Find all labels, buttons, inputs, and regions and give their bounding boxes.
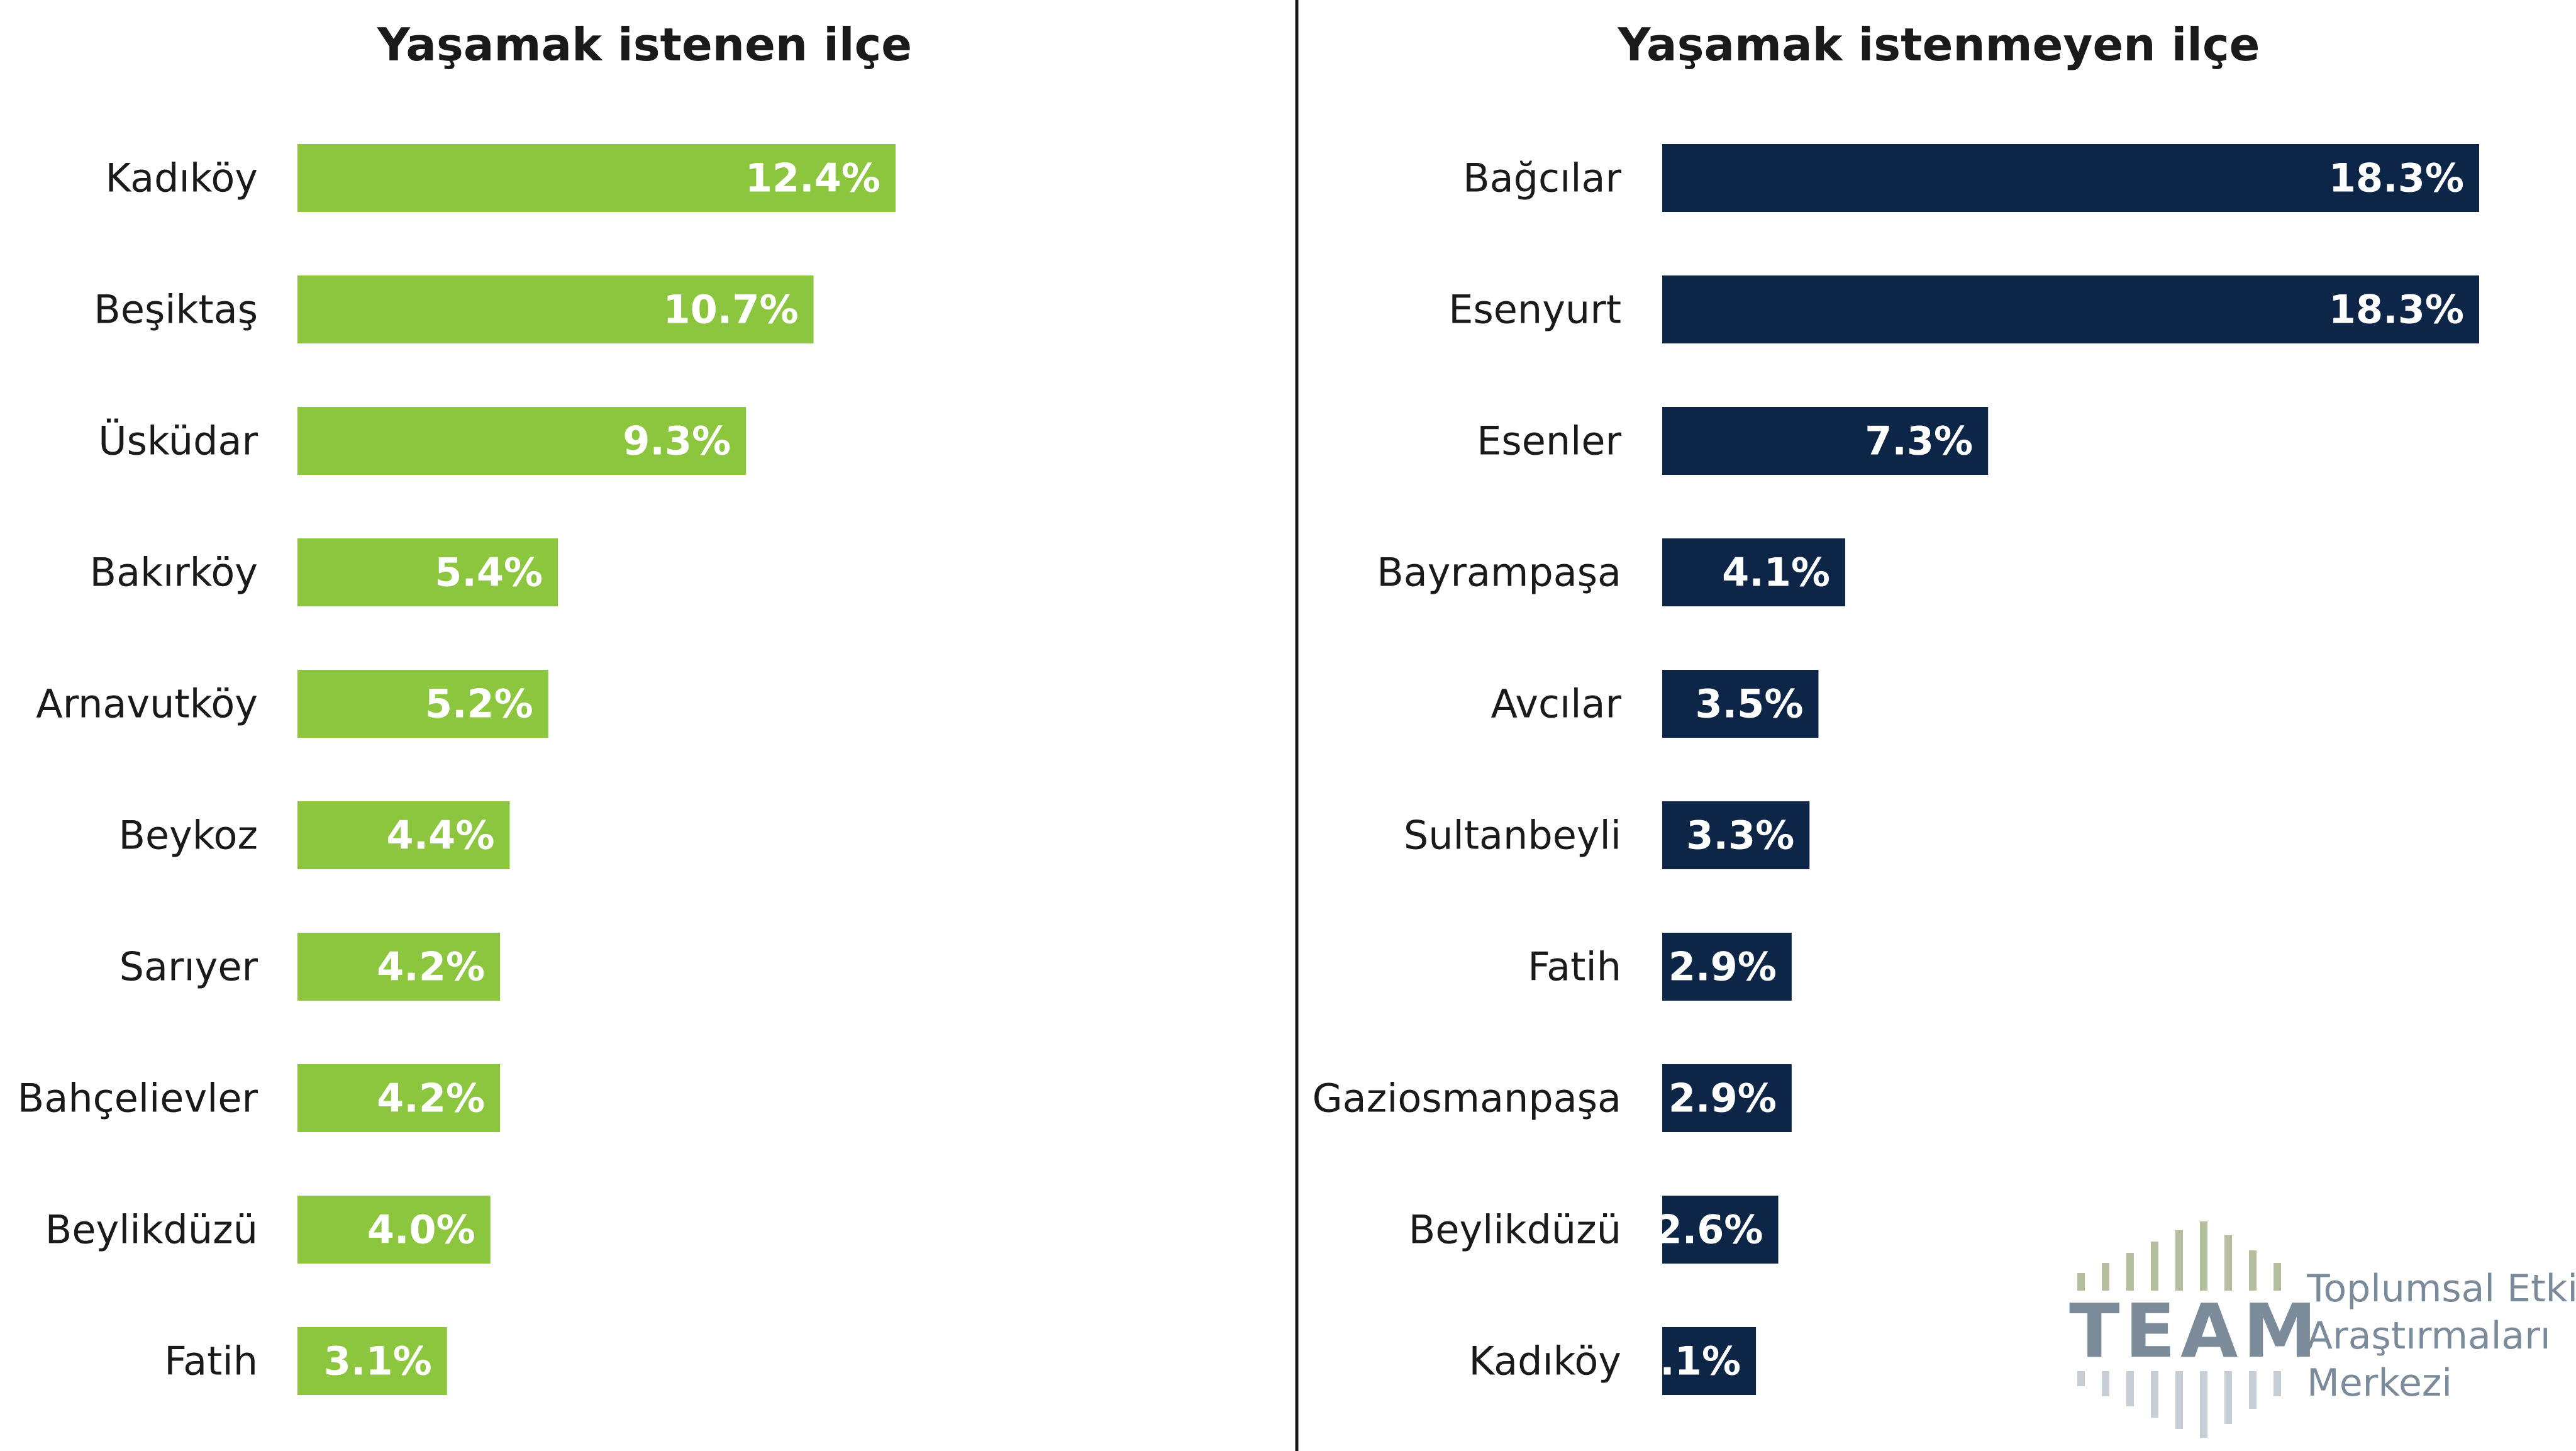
value-label-wanted: 10.7% [663, 287, 799, 333]
logo-tick [2200, 1221, 2207, 1291]
value-label-wanted: 4.2% [377, 1076, 485, 1121]
bar-wanted [297, 670, 548, 738]
logo-tick [2151, 1242, 2158, 1291]
logo-tick [2249, 1250, 2257, 1291]
logo-line-3: Merkezi [2307, 1361, 2452, 1405]
bars-not-wanted: Bağcılar 18.3% Esenyurt 18.3% Esenler 7.3% Bay… [1313, 144, 2479, 1395]
value-label-not-wanted: 3.3% [1686, 813, 1794, 859]
value-label-wanted: 12.4% [745, 155, 880, 201]
logo-tick [2126, 1371, 2134, 1406]
logo-tick [2175, 1230, 2183, 1291]
category-label-wanted: Sarıyer [119, 944, 258, 990]
category-label-not-wanted: Kadıköy [1469, 1338, 1621, 1384]
value-label-not-wanted: 18.3% [2329, 287, 2464, 333]
value-label-not-wanted: 18.3% [2329, 155, 2464, 201]
logo-wordmark: TEAM [2069, 1287, 2322, 1374]
logo-tick [2224, 1371, 2232, 1424]
category-label-not-wanted: Fatih [1528, 944, 1621, 990]
bar-not-wanted [1662, 670, 1819, 738]
value-label-not-wanted: 2.6% [1655, 1207, 1763, 1253]
value-label-wanted: 4.4% [386, 813, 494, 859]
panel-wanted: Yaşamak istenen ilçe Kadıköy 12.4% Beşikta… [18, 18, 912, 1395]
bar-not-wanted [1662, 933, 1792, 1001]
category-label-wanted: Beylikdüzü [45, 1207, 258, 1253]
category-label-wanted: Bahçelievler [18, 1076, 258, 1121]
logo-tick [2224, 1235, 2232, 1291]
category-label-not-wanted: Gaziosmanpaşa [1313, 1076, 1621, 1121]
category-label-wanted: Bakırköy [90, 550, 258, 596]
bars-wanted: Kadıköy 12.4% Beşiktaş 10.7% Üsküdar 9.3% Bakı… [18, 144, 896, 1395]
category-label-wanted: Beşiktaş [94, 287, 258, 333]
bar-not-wanted [1662, 275, 2479, 343]
bar-not-wanted [1662, 1196, 1779, 1264]
value-label-wanted: 3.1% [324, 1338, 432, 1384]
logo-line-1: Toplumsal Etki [2306, 1267, 2576, 1311]
bar-wanted [297, 801, 510, 869]
logo-line-2: Araştırmaları [2307, 1314, 2551, 1358]
logo-signal-bars [2077, 1221, 2281, 1438]
value-label-not-wanted: 2.9% [1668, 944, 1777, 990]
value-label-wanted: 9.3% [623, 418, 731, 464]
value-label-not-wanted: 2.1% [1633, 1338, 1741, 1384]
bar-wanted [297, 1196, 491, 1264]
logo-tick [2273, 1263, 2281, 1291]
category-label-wanted: Arnavutköy [36, 681, 258, 727]
value-label-not-wanted: 2.9% [1668, 1076, 1777, 1121]
category-label-wanted: Kadıköy [106, 155, 258, 201]
category-label-wanted: Fatih [164, 1338, 258, 1384]
bar-not-wanted [1662, 144, 2479, 212]
logo-tick [2126, 1253, 2134, 1291]
value-label-wanted: 5.4% [435, 550, 543, 596]
bar-not-wanted [1662, 1064, 1792, 1132]
bar-not-wanted [1662, 407, 1989, 475]
category-label-wanted: Beykoz [118, 813, 258, 859]
team-logo: TEAM Toplumsal Etki Araştırmaları Merkez… [2069, 1221, 2576, 1438]
logo-tick [2077, 1371, 2085, 1386]
value-label-wanted: 4.2% [377, 944, 485, 990]
panel-not-wanted: Yaşamak istenmeyen ilçe Bağcılar 18.3% Ese… [1313, 18, 2479, 1395]
logo-tick [2273, 1371, 2281, 1396]
bar-not-wanted [1662, 538, 1846, 606]
value-label-not-wanted: 3.5% [1695, 681, 1803, 727]
chart-title-not-wanted: Yaşamak istenmeyen ilçe [1618, 18, 2260, 71]
bar-wanted [297, 407, 747, 475]
bar-wanted [297, 538, 558, 606]
bar-wanted [297, 933, 501, 1001]
logo-tick [2249, 1371, 2257, 1409]
logo-tick [2077, 1273, 2085, 1291]
value-label-not-wanted: 7.3% [1865, 418, 1973, 464]
category-label-wanted: Üsküdar [98, 418, 258, 464]
category-label-not-wanted: Bağcılar [1463, 155, 1621, 201]
logo-tick [2175, 1371, 2183, 1429]
category-label-not-wanted: Avcılar [1491, 681, 1622, 727]
chart-title-wanted: Yaşamak istenen ilçe [377, 18, 912, 71]
logo-tick [2200, 1371, 2207, 1438]
category-label-not-wanted: Esenler [1477, 418, 1621, 464]
bar-wanted [297, 1327, 447, 1395]
value-label-wanted: 5.2% [425, 681, 533, 727]
category-label-not-wanted: Bayrampaşa [1377, 550, 1621, 596]
category-label-not-wanted: Sultanbeyli [1404, 813, 1621, 859]
bar-not-wanted [1662, 1327, 1757, 1395]
category-label-not-wanted: Esenyurt [1448, 287, 1621, 333]
bar-not-wanted [1662, 801, 1810, 869]
bar-wanted [297, 275, 814, 343]
bar-wanted [297, 144, 896, 212]
value-label-not-wanted: 4.1% [1722, 550, 1830, 596]
logo-tick [2102, 1371, 2109, 1396]
value-label-wanted: 4.0% [367, 1207, 475, 1253]
logo-tick [2102, 1263, 2109, 1291]
category-label-not-wanted: Beylikdüzü [1409, 1207, 1621, 1253]
bar-wanted [297, 1064, 501, 1132]
logo-tick [2151, 1371, 2158, 1418]
